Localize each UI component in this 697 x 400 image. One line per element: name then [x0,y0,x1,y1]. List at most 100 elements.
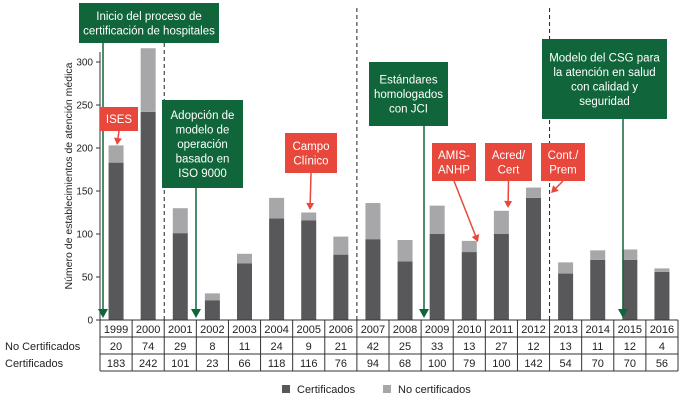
bar-no-certificados [204,293,220,301]
y-tick-label: 250 [76,101,93,112]
table-cell: 74 [142,341,154,353]
bar-no-certificados [461,240,477,253]
annotation-text: ANHP [438,164,470,176]
x-tick-label: 2006 [329,324,353,336]
annotation-arrowhead [618,309,628,318]
bar-no-certificados [333,236,349,255]
table-cell: 70 [624,358,636,370]
annotation-arrowhead [471,234,480,242]
annotation-box [542,39,667,119]
annotation-box [432,143,476,181]
annotation-red: Acred/Cert [485,143,532,208]
bar-certificados [654,271,670,320]
annotation-text: Campo [292,141,329,153]
bar-no-certificados [172,208,188,234]
annotation-red: Campo Clínico [285,133,337,210]
annotation-arrow-line [555,180,564,189]
bar-no-certificados [622,249,638,260]
x-tick-label: 2010 [457,324,481,336]
annotation-arrowhead [114,137,122,145]
legend-label: No certificados [398,384,471,396]
bar-certificados [397,261,413,320]
bar-certificados [237,263,252,320]
annotation-arrow-line [117,130,120,139]
annotation-text: Prem [549,164,576,176]
table-cell: 56 [656,358,668,370]
annotation-text: Acred/ [492,150,526,162]
table-cell: 101 [171,358,189,370]
bar-no-certificados [654,268,670,272]
annotation-green: Estándares homologados con JCI [369,62,448,318]
annotation-box [100,107,138,131]
annotation-arrow-line [309,172,312,204]
table-cell: 33 [431,341,443,353]
x-tick-label: 2011 [490,324,514,336]
annotation-text: seguridad [579,96,630,108]
annotation-box [162,100,243,188]
table-cell: 116 [300,358,318,370]
x-tick-label: 2012 [521,324,545,336]
table-cell: 13 [463,341,475,353]
x-tick-label: 2014 [585,324,609,336]
bar-no-certificados [237,253,252,264]
annotation-text: Clínico [293,155,328,167]
annotation-arrowhead [191,309,201,318]
table-cell: 27 [495,341,507,353]
bar-certificados [526,197,541,320]
annotation-text: modelo de [176,125,230,137]
annotation-text: Cont./ [548,150,579,162]
x-tick-label: 2015 [618,324,642,336]
annotation-box [369,62,448,126]
legend-swatch [282,385,290,393]
annotation-red: Cont./ Prem [541,143,585,193]
data-table: 1999 2000 2001 2002 2003 2004 2005 2006 2007 2008… [5,319,679,372]
legend: Certificados No certificados [282,384,471,396]
x-tick-label: 2016 [650,324,674,336]
annotation-green: Inicio del proceso de certificación de ho… [79,3,219,318]
annotation-text: ISO 9000 [178,168,227,180]
annotation-text: con JCI [389,104,428,116]
table-cell: 11 [239,341,250,353]
y-tick-label: 50 [82,273,94,284]
bar-certificados [172,233,188,320]
x-tick-label: 2005 [296,324,320,336]
annotation-box [285,133,337,173]
table-cell: 13 [559,341,571,353]
annotation-text: Adopción de [171,110,235,122]
annotation-text: AMIS- [438,150,470,162]
table-cell: 54 [559,358,571,370]
table-cell: 25 [399,341,411,353]
y-tick-label: 0 [87,316,93,327]
x-tick-label: 2000 [136,324,160,336]
annotation-red: ISES [100,107,138,145]
bar-no-certificados [140,48,156,112]
legend-label: Certificados [297,384,356,396]
bar-no-certificados [526,187,541,198]
bar-certificados [301,220,317,320]
y-tick-label: 150 [76,187,93,198]
annotation-text: la atención en salud [553,67,655,79]
table-row-label: Certificados [5,358,64,370]
table-cell: 183 [107,358,125,370]
annotation-box [79,3,219,43]
bar-no-certificados [493,210,509,234]
annotation-text: Modelo del CSG para [549,52,660,64]
table-cell: 118 [268,358,286,370]
table-cell: 4 [659,341,665,353]
table-cell: 20 [110,341,122,353]
y-tick-label: 200 [76,144,93,155]
bar-certificados [269,218,285,320]
x-tick-label: 2001 [168,324,192,336]
table-cell: 12 [624,341,636,353]
annotation-arrowhead [98,309,108,318]
table-cell: 23 [206,358,218,370]
table-cell: 21 [335,341,347,353]
annotation-text: Cert [498,164,521,176]
table-cell: 68 [399,358,411,370]
x-tick-label: 2002 [200,324,224,336]
annotation-arrowhead [419,309,429,318]
bar-certificados [140,111,156,320]
table-cell: 9 [306,341,312,353]
